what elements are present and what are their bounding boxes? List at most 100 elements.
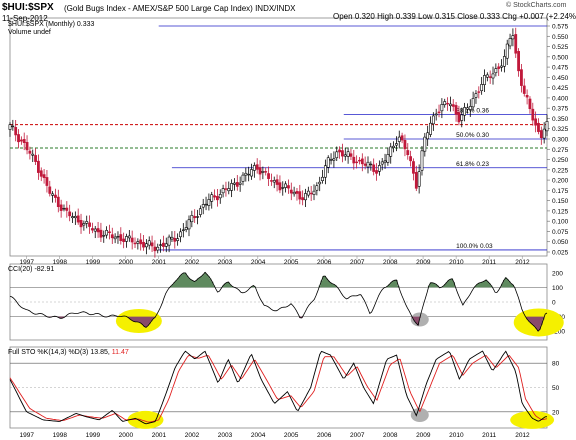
candle-body [267,173,270,179]
candle-body [281,187,285,189]
fib-label: 50.0% 0.30 [456,132,489,139]
candle-body [502,56,506,67]
price-x-tick-label: 2011 [482,259,496,266]
candle-body [383,160,387,163]
candle-body [409,156,413,162]
candle-body [48,186,52,194]
candle-body [11,125,15,128]
price-y-tick-label: 0.175 [552,188,569,195]
candle-body [412,161,415,174]
candle-body [326,157,330,168]
candle-body [528,98,532,110]
candle-body [386,154,390,163]
candle-body [241,174,245,182]
candle-body [201,204,205,208]
candle-body [466,107,469,110]
candle-body [45,177,49,186]
candle-body [420,150,424,171]
candle-body [181,229,185,231]
open-label: Open [333,12,353,21]
candle-body [397,136,401,142]
candle-body [272,180,276,183]
fib-label: 61.8% 0.23 [456,161,489,168]
candle-body [187,219,191,230]
price-y-tick-label: 0.400 [552,95,569,102]
candle-body [173,238,177,242]
candle-body [176,238,180,241]
cci-legend: CCI(20) -82.91 [8,266,55,273]
candle-body [71,216,74,219]
price-x-tick-label: 1998 [53,259,68,266]
candle-body [525,95,529,98]
price-y-tick-label: 0.550 [552,34,569,41]
price-y-tick-label: 0.100 [552,219,569,226]
candle-body [96,228,100,233]
candle-body [377,165,381,172]
price-y-tick-label: 0.075 [552,229,569,236]
candle-body [423,136,427,152]
candle-body [287,185,290,189]
candle-body [88,222,91,227]
ohlc-readout: Open 0.320 High 0.339 Low 0.315 Close 0.… [333,12,576,21]
candle-body [508,38,512,47]
price-panel-frame [9,17,548,257]
candle-body [110,234,114,239]
sto-x-tick-label: 2012 [515,432,530,439]
candle-body [51,193,55,196]
candle-body [258,167,262,175]
candle-body [457,112,461,123]
candle-body [127,235,131,239]
candle-body [389,146,393,157]
candle-body [284,183,288,188]
sto-x-tick-label: 1997 [20,432,35,439]
candle-body [170,236,174,240]
candle-body [25,142,29,151]
price-x-tick-label: 2003 [218,259,233,266]
candle-body [162,242,165,247]
sto-highlight-2000 [127,410,164,429]
candle-body [488,76,492,78]
price-y-tick-label: 0.025 [552,250,569,257]
candle-body [539,130,543,138]
price-y-tick-label: 0.050 [552,239,569,246]
candle-body [54,194,57,198]
candle-body [309,192,313,195]
price-x-tick-label: 2009 [416,259,431,266]
candle-body [363,163,367,166]
price-y-tick-label: 0.200 [552,178,569,185]
candle-body [216,196,219,201]
sto-highlight-2012 [510,410,555,429]
candle-body [505,43,509,59]
candle-body [76,215,80,223]
candle-body [136,241,140,244]
candle-body [79,220,83,228]
candle-body [471,98,475,108]
candle-body [156,246,160,251]
sto-x-tick-label: 2009 [416,432,431,439]
candle-body [230,183,234,191]
candle-body [14,127,18,136]
high-value: 0.339 [395,12,416,21]
candle-body [278,182,282,191]
candle-body [292,191,296,195]
close-value: 0.333 [479,12,500,21]
price-y-tick-label: 0.350 [552,116,569,123]
candle-body [150,242,154,247]
sto-legend: Full STO %K(14,3) %D(3) 13.85, 11.47 [8,349,129,356]
price-x-tick-label: 2008 [383,259,398,266]
candle-body [244,172,248,176]
sto-legend-text: Full STO %K(14,3) %D(3) 13.85, [8,349,112,356]
candle-body [22,139,26,143]
price-y-tick-label: 0.300 [552,137,569,144]
candle-body [477,91,481,93]
candle-body [65,207,69,211]
price-y-tick-label: 0.575 [552,24,569,31]
sto-x-tick-label: 2004 [251,432,266,439]
candle-body [534,118,538,126]
candle-body [355,161,359,164]
candle-body [395,143,398,146]
sto-x-tick-label: 2005 [284,432,299,439]
candle-body [406,150,410,156]
candle-body [380,161,384,165]
candle-body [451,104,455,107]
